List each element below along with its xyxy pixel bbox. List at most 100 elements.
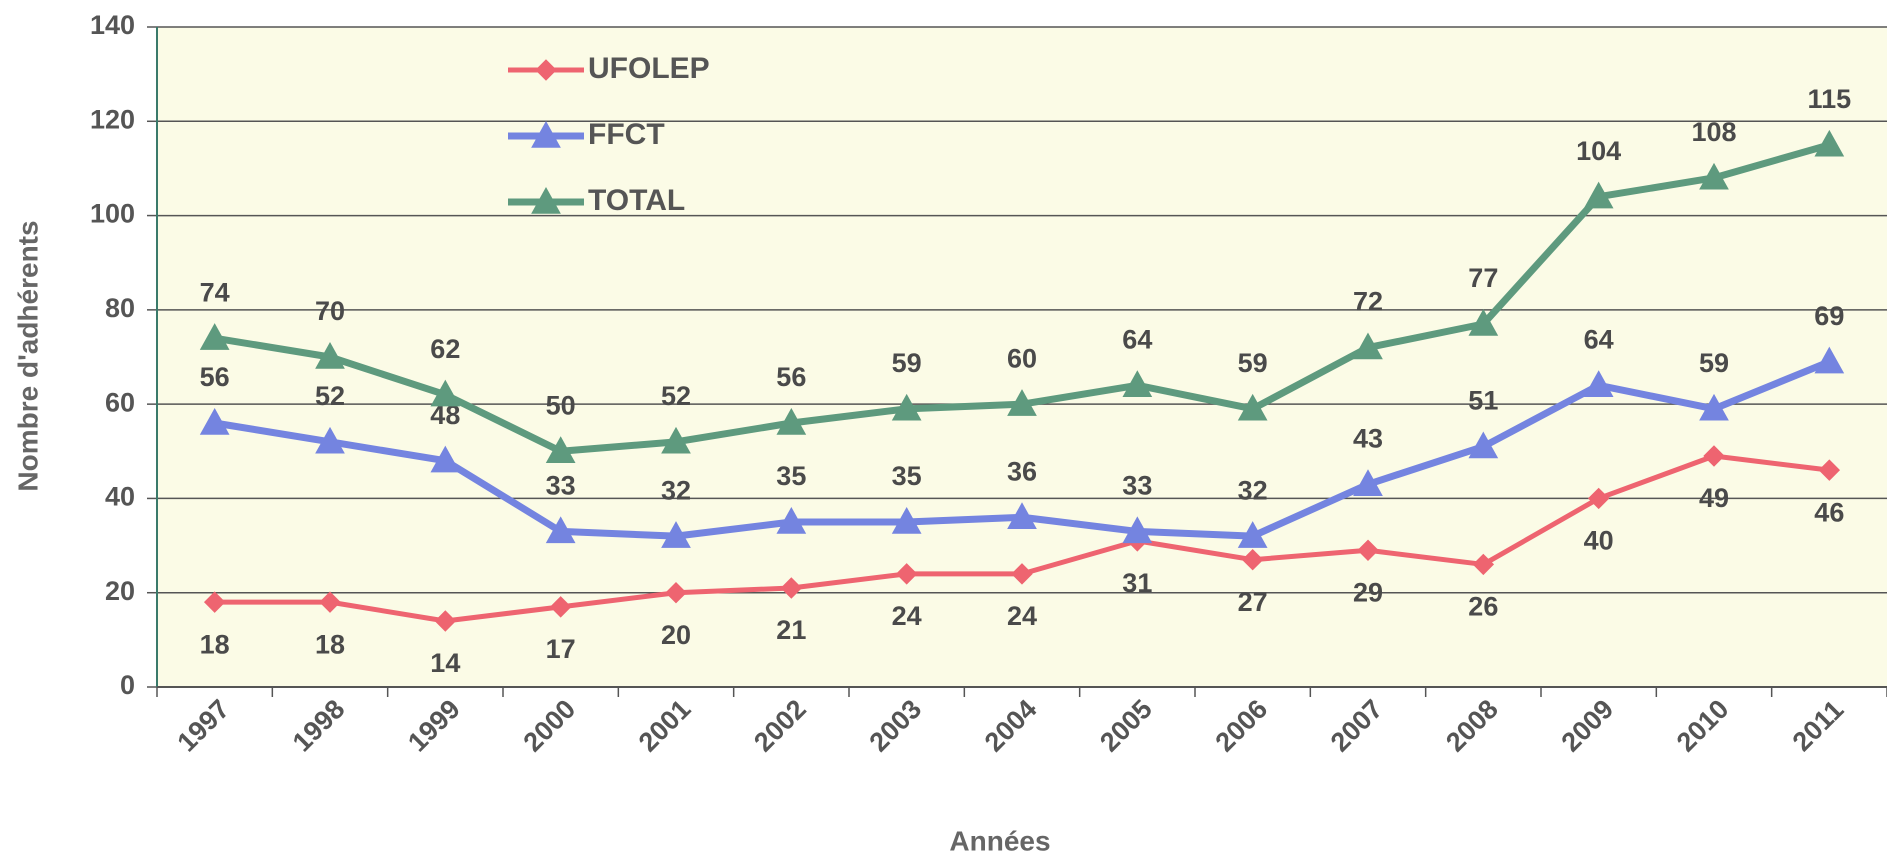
data-label: 29 — [1353, 577, 1383, 607]
data-label: 32 — [661, 475, 691, 505]
x-tick-label: 1997 — [171, 694, 235, 758]
data-label: 62 — [430, 334, 460, 364]
data-label: 77 — [1468, 263, 1498, 293]
data-label: 60 — [1007, 343, 1037, 373]
marker — [1122, 370, 1153, 397]
x-tick-label: 2001 — [633, 694, 697, 758]
data-label: 69 — [1814, 301, 1844, 331]
y-axis-title: Nombre d'adhérents — [12, 220, 43, 491]
x-tick-label: 1999 — [402, 694, 466, 758]
marker — [434, 610, 457, 632]
marker — [1237, 393, 1268, 421]
y-tick-label: 100 — [90, 199, 135, 229]
marker — [1357, 539, 1379, 561]
data-label: 56 — [776, 362, 806, 392]
data-label: 52 — [315, 381, 345, 411]
marker — [1007, 502, 1037, 529]
marker — [203, 591, 226, 613]
x-tick-label: 2009 — [1555, 694, 1619, 758]
marker — [1472, 553, 1495, 576]
x-tick-label: 2008 — [1440, 694, 1504, 758]
data-label: 21 — [776, 615, 806, 645]
x-tick-label: 2004 — [979, 694, 1043, 758]
series: 18 18 14 17 20 21 24 24 31 27 29 26 40 49 46 — [200, 445, 1844, 678]
marker — [1237, 521, 1268, 548]
x-tick-label: 2010 — [1671, 694, 1735, 758]
marker — [319, 591, 341, 613]
marker — [1241, 549, 1264, 571]
marker — [1353, 332, 1383, 360]
x-tick-label: 2002 — [748, 694, 812, 758]
marker — [1583, 181, 1614, 209]
data-label: 17 — [546, 634, 576, 664]
marker — [776, 506, 807, 534]
data-label: 115 — [1808, 84, 1852, 114]
y-tick-label: 60 — [105, 387, 135, 417]
marker — [780, 577, 803, 599]
data-label: 33 — [546, 471, 576, 501]
data-label: 40 — [1584, 526, 1614, 556]
data-label: 46 — [1814, 497, 1844, 527]
x-tick-label: 2005 — [1094, 694, 1158, 758]
data-label: 108 — [1691, 117, 1736, 147]
marker — [1122, 516, 1153, 544]
marker — [895, 563, 918, 585]
marker — [891, 393, 922, 421]
data-label: 59 — [892, 348, 922, 378]
marker — [430, 445, 461, 473]
marker — [1583, 370, 1614, 397]
marker — [661, 426, 691, 454]
marker — [430, 379, 461, 407]
marker — [199, 323, 230, 350]
x-tick-label: 2006 — [1209, 694, 1273, 758]
data-label: 26 — [1468, 592, 1498, 622]
marker — [1353, 469, 1383, 496]
data-label: 32 — [1238, 475, 1268, 505]
y-tick-label: 140 — [90, 10, 135, 40]
data-label: 59 — [1699, 348, 1729, 378]
x-tick-label: 1998 — [287, 694, 351, 758]
marker — [1699, 162, 1729, 190]
marker — [1699, 393, 1729, 421]
data-label: 27 — [1238, 587, 1268, 617]
x-tick-label: 2000 — [517, 694, 581, 758]
data-label: 74 — [200, 277, 230, 307]
marker — [1468, 308, 1499, 336]
data-label: 35 — [892, 461, 922, 491]
marker — [535, 59, 557, 81]
data-label: 24 — [892, 601, 922, 631]
data-label: 64 — [1584, 324, 1614, 354]
data-label: 51 — [1468, 386, 1498, 416]
data-label: 56 — [200, 362, 230, 392]
data-label: 52 — [661, 381, 691, 411]
data-label: 18 — [315, 629, 345, 659]
marker — [661, 521, 691, 548]
marker — [1007, 389, 1037, 416]
y-tick-label: 0 — [120, 670, 135, 700]
marker — [315, 426, 345, 454]
data-label: 36 — [1007, 456, 1037, 486]
data-label: 59 — [1238, 348, 1268, 378]
data-label: 18 — [200, 629, 230, 659]
marker — [776, 407, 807, 435]
x-tick-label: 2007 — [1325, 694, 1389, 758]
x-tick-label: 2003 — [863, 694, 927, 758]
data-label: 64 — [1122, 324, 1152, 354]
data-label: 43 — [1353, 423, 1383, 453]
y-tick-label: 40 — [105, 482, 135, 512]
marker — [531, 120, 561, 148]
data-label: 50 — [546, 390, 576, 420]
data-label: 14 — [430, 648, 460, 678]
marker — [199, 407, 230, 435]
marker — [1011, 563, 1033, 585]
data-label: 31 — [1122, 568, 1152, 598]
marker — [1703, 445, 1725, 467]
series: 74 70 62 50 52 56 59 60 64 59 72 77 104 108 115 — [200, 84, 1851, 463]
marker — [1818, 459, 1841, 481]
marker — [891, 506, 922, 534]
data-label: 104 — [1576, 136, 1621, 166]
data-label: 24 — [1007, 601, 1037, 631]
data-label: 72 — [1353, 287, 1383, 317]
marker — [1468, 431, 1499, 459]
